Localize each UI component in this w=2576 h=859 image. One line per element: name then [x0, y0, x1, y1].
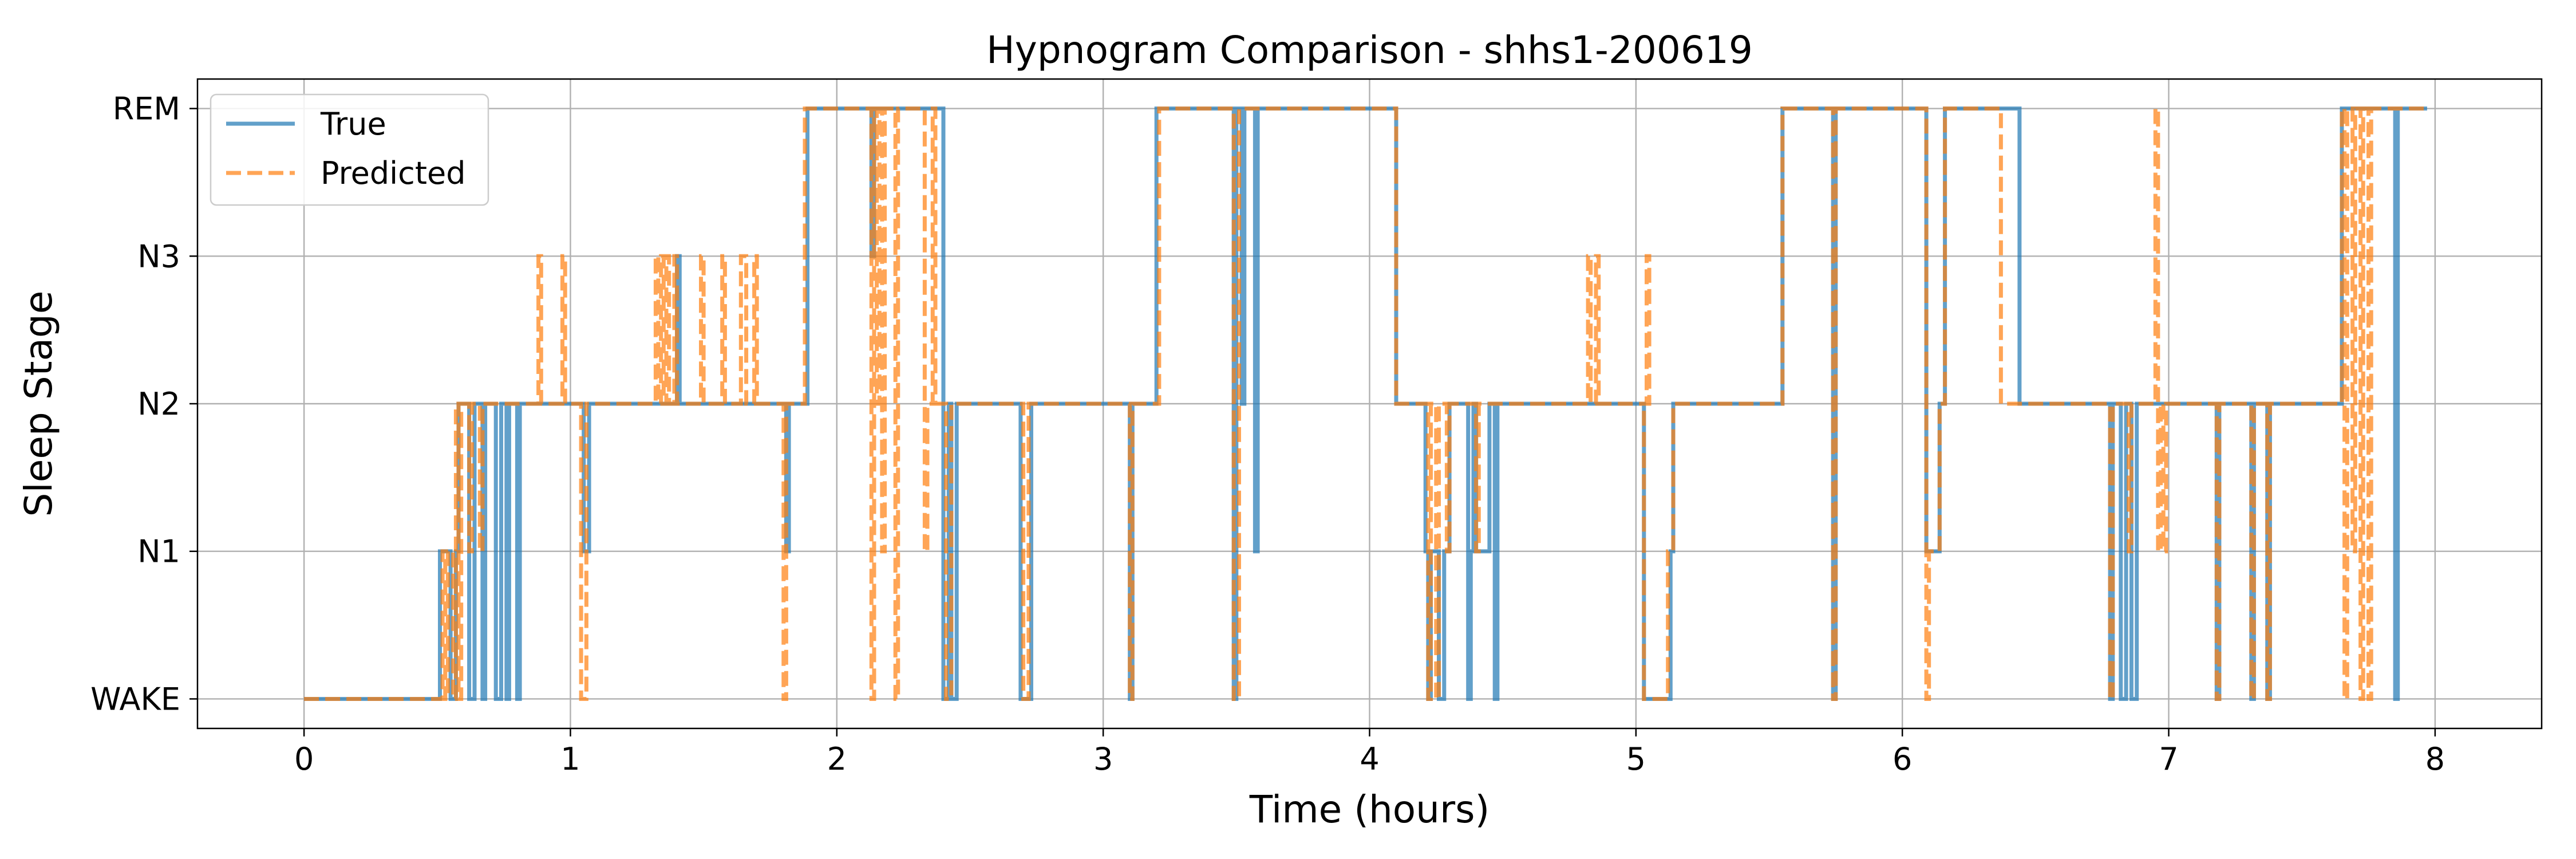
y-tick-label: N2: [137, 386, 180, 422]
x-axis-label: Time (hours): [1249, 787, 1490, 832]
y-tick-label: REM: [113, 91, 180, 127]
series-lines: [304, 107, 2427, 701]
x-tick-label: 2: [827, 741, 847, 777]
series-line-predicted: [304, 107, 2427, 701]
x-axis-ticks: 0 1 2 3 4 5 6 7 8: [294, 728, 2445, 777]
x-tick-label: 0: [294, 741, 314, 777]
x-tick-label: 3: [1093, 741, 1113, 777]
x-tick-label: 5: [1626, 741, 1646, 777]
y-tick-label: N3: [137, 238, 180, 274]
y-axis-ticks: WAKE N1 N2 N3 REM: [90, 91, 197, 717]
y-tick-label: N1: [137, 534, 180, 570]
legend-label-true: True: [320, 106, 386, 142]
x-tick-label: 4: [1360, 741, 1379, 777]
legend-label-predicted: Predicted: [321, 155, 466, 191]
x-tick-label: 6: [1893, 741, 1912, 777]
legend: True Predicted: [210, 93, 489, 206]
y-tick-label: WAKE: [90, 681, 180, 717]
x-tick-label: 7: [2159, 741, 2178, 777]
x-tick-label: 8: [2425, 741, 2445, 777]
y-axis-label: Sleep Stage: [17, 290, 61, 517]
chart-title: Hypnogram Comparison - shhs1-200619: [986, 28, 1753, 72]
x-tick-label: 1: [560, 741, 580, 777]
